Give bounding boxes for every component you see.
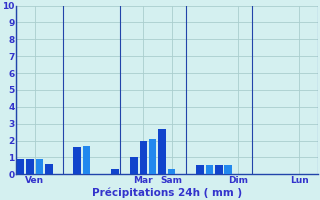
Bar <box>130 157 138 174</box>
Bar <box>36 159 43 174</box>
Bar <box>168 169 175 174</box>
Bar <box>158 129 166 174</box>
Bar <box>73 147 81 174</box>
Bar <box>224 165 232 174</box>
Bar <box>45 164 53 174</box>
Bar <box>140 141 147 174</box>
Bar <box>17 159 24 174</box>
Bar <box>149 139 156 174</box>
Bar <box>26 159 34 174</box>
Bar <box>205 165 213 174</box>
X-axis label: Précipitations 24h ( mm ): Précipitations 24h ( mm ) <box>92 187 242 198</box>
Bar <box>215 165 223 174</box>
Bar <box>196 165 204 174</box>
Bar <box>111 169 119 174</box>
Bar <box>83 146 91 174</box>
